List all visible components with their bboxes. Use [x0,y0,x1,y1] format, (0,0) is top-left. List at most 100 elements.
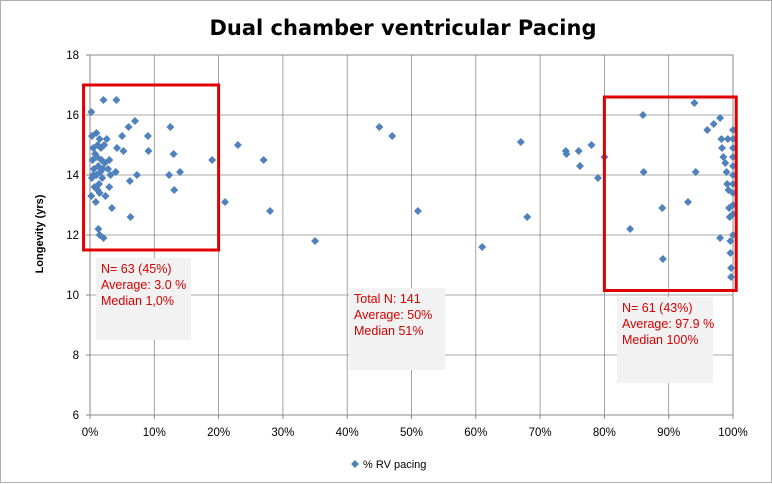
data-point [111,168,120,176]
x-tick-label: 60% [464,427,487,439]
annotation-total-count: Total N: 141 [354,292,421,306]
data-point [102,135,111,143]
data-point [118,132,127,140]
data-point [718,144,727,152]
x-tick-label: 10% [143,427,166,439]
y-tick-label: 18 [66,50,79,62]
highlight-box [82,83,221,252]
data-point [125,177,134,185]
data-point [143,132,152,140]
data-point [723,180,732,188]
data-point [107,204,116,212]
data-point [719,153,728,161]
annotation-left-count: N= 63 (45%) [101,262,172,276]
annotation-right-group: N= 61 (43%) Average: 97.9 % Median 100% [617,297,715,383]
data-point [208,156,217,164]
annotation-right-average: Average: 97.9 % [622,317,715,331]
highlight-boxes [82,83,738,292]
data-point [124,123,133,131]
x-tick-label: 90% [657,427,680,439]
data-point [166,123,175,131]
y-tick-label: 6 [73,410,79,422]
data-point [388,132,397,140]
data-point [658,255,667,263]
data-point [639,168,648,176]
data-point [574,147,583,155]
y-axis: 6 8 10 12 14 16 18 [66,50,90,422]
data-point [100,141,109,149]
data-point [87,192,96,200]
data-point [562,150,571,158]
legend-marker [351,460,359,468]
annotation-left-average: Average: 3.0 % [101,278,187,292]
y-tick-label: 14 [66,170,79,182]
data-point [112,96,121,104]
data-point [91,198,100,206]
data-point [176,168,185,176]
annotation-right-count: N= 61 (43%) [622,301,693,315]
y-tick-label: 10 [66,290,79,302]
chart-title: Dual chamber ventricular Pacing [210,16,597,40]
annotation-total: Total N: 141 Average: 50% Median 51% [349,288,445,370]
data-point [119,147,128,155]
data-point [716,234,725,242]
highlight-box [602,95,738,292]
data-point [131,117,140,125]
data-point [721,159,730,167]
data-point [101,192,110,200]
data-point [113,144,122,152]
x-axis: 0% 10% 20% 30% 40% 50% 60% 70% 80% 90% 100% [82,415,748,439]
data-point [311,237,320,245]
data-point [170,186,179,194]
annotation-left-median: Median 1,0% [101,294,174,308]
data-point [593,174,602,182]
data-point [658,204,667,212]
annotation-total-average: Average: 50% [354,308,433,322]
data-point [144,147,153,155]
x-tick-label: 30% [271,427,294,439]
data-point [104,165,113,173]
x-tick-label: 0% [82,427,99,439]
y-tick-label: 8 [73,350,79,362]
data-point [98,165,107,173]
x-tick-label: 100% [718,427,747,439]
data-point [723,135,732,143]
x-tick-label: 80% [593,427,616,439]
data-point [221,198,230,206]
data-point [99,96,108,104]
x-tick-label: 20% [207,427,230,439]
data-point [727,273,736,281]
data-point [132,171,141,179]
data-point [722,168,731,176]
data-point [105,156,114,164]
x-tick-label: 50% [400,427,423,439]
data-point [106,171,115,179]
data-point [726,249,735,257]
data-point [727,264,736,272]
data-point [165,171,174,179]
legend: % RV pacing [351,459,426,471]
data-point [98,174,107,182]
data-point [717,135,726,143]
legend-label: % RV pacing [363,459,426,471]
data-point [716,114,725,122]
data-points [87,96,737,281]
annotation-total-median: Median 51% [354,324,424,338]
data-point [683,198,692,206]
x-tick-label: 70% [529,427,552,439]
data-point [259,156,268,164]
y-axis-label: Longevity (yrs) [34,194,46,273]
data-point [516,138,525,146]
data-point [638,111,647,119]
data-point [691,168,700,176]
data-point [266,207,275,215]
data-point [413,207,422,215]
data-point [95,180,104,188]
data-point [87,108,96,116]
data-point [726,237,735,245]
data-point [575,162,584,170]
annotation-left-group: N= 63 (45%) Average: 3.0 % Median 1,0% [96,258,191,340]
data-point [169,150,178,158]
